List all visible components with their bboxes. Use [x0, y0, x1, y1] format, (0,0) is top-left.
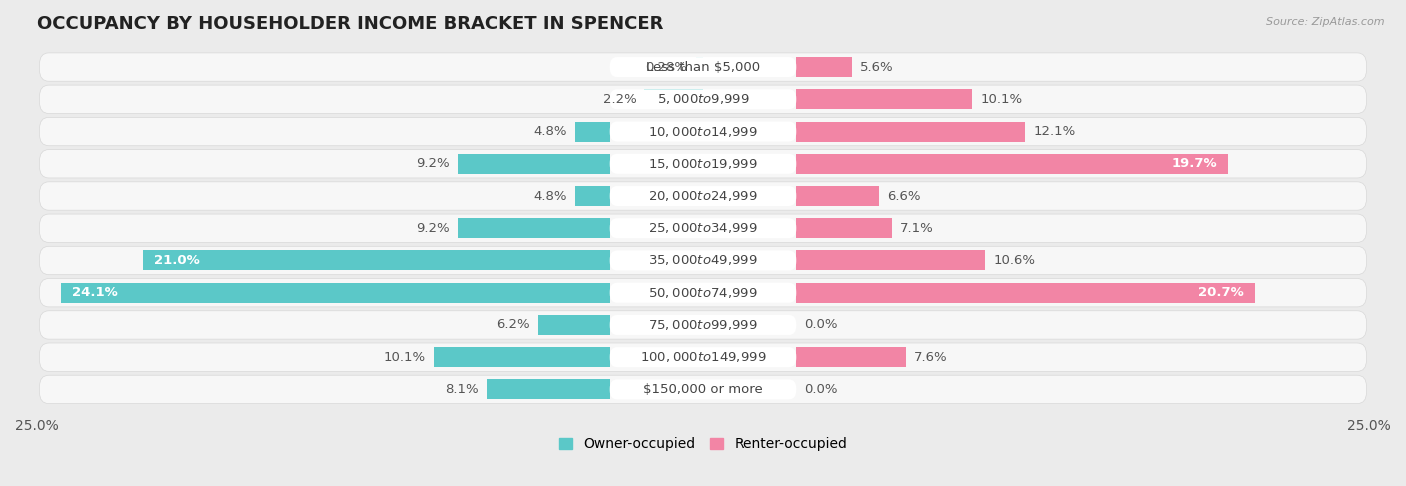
FancyBboxPatch shape	[39, 182, 1367, 210]
Text: 7.6%: 7.6%	[914, 351, 948, 364]
FancyBboxPatch shape	[610, 122, 796, 141]
FancyBboxPatch shape	[39, 311, 1367, 339]
Bar	[796, 218, 893, 238]
Bar	[796, 122, 1025, 141]
FancyBboxPatch shape	[39, 343, 1367, 371]
Text: $5,000 to $9,999: $5,000 to $9,999	[657, 92, 749, 106]
Legend: Owner-occupied, Renter-occupied: Owner-occupied, Renter-occupied	[558, 437, 848, 451]
Text: $100,000 to $149,999: $100,000 to $149,999	[640, 350, 766, 364]
Text: $50,000 to $74,999: $50,000 to $74,999	[648, 286, 758, 300]
Text: $15,000 to $19,999: $15,000 to $19,999	[648, 157, 758, 171]
Bar	[796, 186, 879, 206]
FancyBboxPatch shape	[610, 186, 796, 206]
Text: 19.7%: 19.7%	[1171, 157, 1218, 170]
Text: 24.1%: 24.1%	[72, 286, 117, 299]
Text: Less than $5,000: Less than $5,000	[645, 61, 761, 73]
Text: 0.28%: 0.28%	[645, 61, 688, 73]
Bar	[696, 57, 703, 77]
Bar	[644, 89, 703, 109]
FancyBboxPatch shape	[39, 246, 1367, 275]
FancyBboxPatch shape	[610, 250, 796, 271]
Text: OCCUPANCY BY HOUSEHOLDER INCOME BRACKET IN SPENCER: OCCUPANCY BY HOUSEHOLDER INCOME BRACKET …	[37, 15, 664, 33]
Text: 10.6%: 10.6%	[994, 254, 1035, 267]
Text: 9.2%: 9.2%	[416, 157, 450, 170]
FancyBboxPatch shape	[610, 154, 796, 174]
Bar	[458, 218, 610, 238]
Text: 0.0%: 0.0%	[804, 383, 838, 396]
Text: 4.8%: 4.8%	[534, 190, 567, 203]
Bar	[538, 315, 610, 335]
FancyBboxPatch shape	[610, 283, 796, 303]
Text: 2.2%: 2.2%	[603, 93, 637, 106]
FancyBboxPatch shape	[610, 347, 796, 367]
FancyBboxPatch shape	[610, 89, 796, 109]
Bar	[458, 154, 610, 174]
Bar	[796, 250, 986, 271]
Text: 9.2%: 9.2%	[416, 222, 450, 235]
Bar	[434, 347, 610, 367]
FancyBboxPatch shape	[610, 315, 796, 335]
Text: 7.1%: 7.1%	[900, 222, 934, 235]
Bar	[60, 283, 610, 303]
FancyBboxPatch shape	[39, 53, 1367, 81]
FancyBboxPatch shape	[39, 85, 1367, 114]
FancyBboxPatch shape	[610, 218, 796, 238]
Bar	[143, 250, 610, 271]
Text: 12.1%: 12.1%	[1033, 125, 1076, 138]
Text: 6.6%: 6.6%	[887, 190, 921, 203]
Bar	[796, 89, 972, 109]
Text: $35,000 to $49,999: $35,000 to $49,999	[648, 254, 758, 267]
FancyBboxPatch shape	[610, 380, 796, 399]
FancyBboxPatch shape	[39, 278, 1367, 307]
Text: 6.2%: 6.2%	[496, 318, 530, 331]
FancyBboxPatch shape	[610, 57, 796, 77]
FancyBboxPatch shape	[39, 375, 1367, 403]
FancyBboxPatch shape	[39, 150, 1367, 178]
Bar	[575, 186, 610, 206]
Text: 0.0%: 0.0%	[804, 318, 838, 331]
Text: 10.1%: 10.1%	[980, 93, 1022, 106]
Text: 21.0%: 21.0%	[155, 254, 200, 267]
Text: $75,000 to $99,999: $75,000 to $99,999	[648, 318, 758, 332]
Text: Source: ZipAtlas.com: Source: ZipAtlas.com	[1267, 17, 1385, 27]
FancyBboxPatch shape	[39, 214, 1367, 243]
Bar	[796, 57, 852, 77]
Text: $25,000 to $34,999: $25,000 to $34,999	[648, 221, 758, 235]
Text: 20.7%: 20.7%	[1198, 286, 1244, 299]
Text: 10.1%: 10.1%	[384, 351, 426, 364]
Text: 5.6%: 5.6%	[860, 61, 894, 73]
Bar	[796, 154, 1227, 174]
Bar	[486, 380, 610, 399]
Text: $10,000 to $14,999: $10,000 to $14,999	[648, 124, 758, 139]
FancyBboxPatch shape	[39, 117, 1367, 146]
Text: $150,000 or more: $150,000 or more	[643, 383, 763, 396]
Text: 4.8%: 4.8%	[534, 125, 567, 138]
Bar	[796, 347, 905, 367]
Text: $20,000 to $24,999: $20,000 to $24,999	[648, 189, 758, 203]
Bar	[796, 283, 1254, 303]
Text: 8.1%: 8.1%	[446, 383, 479, 396]
Bar	[575, 122, 610, 141]
